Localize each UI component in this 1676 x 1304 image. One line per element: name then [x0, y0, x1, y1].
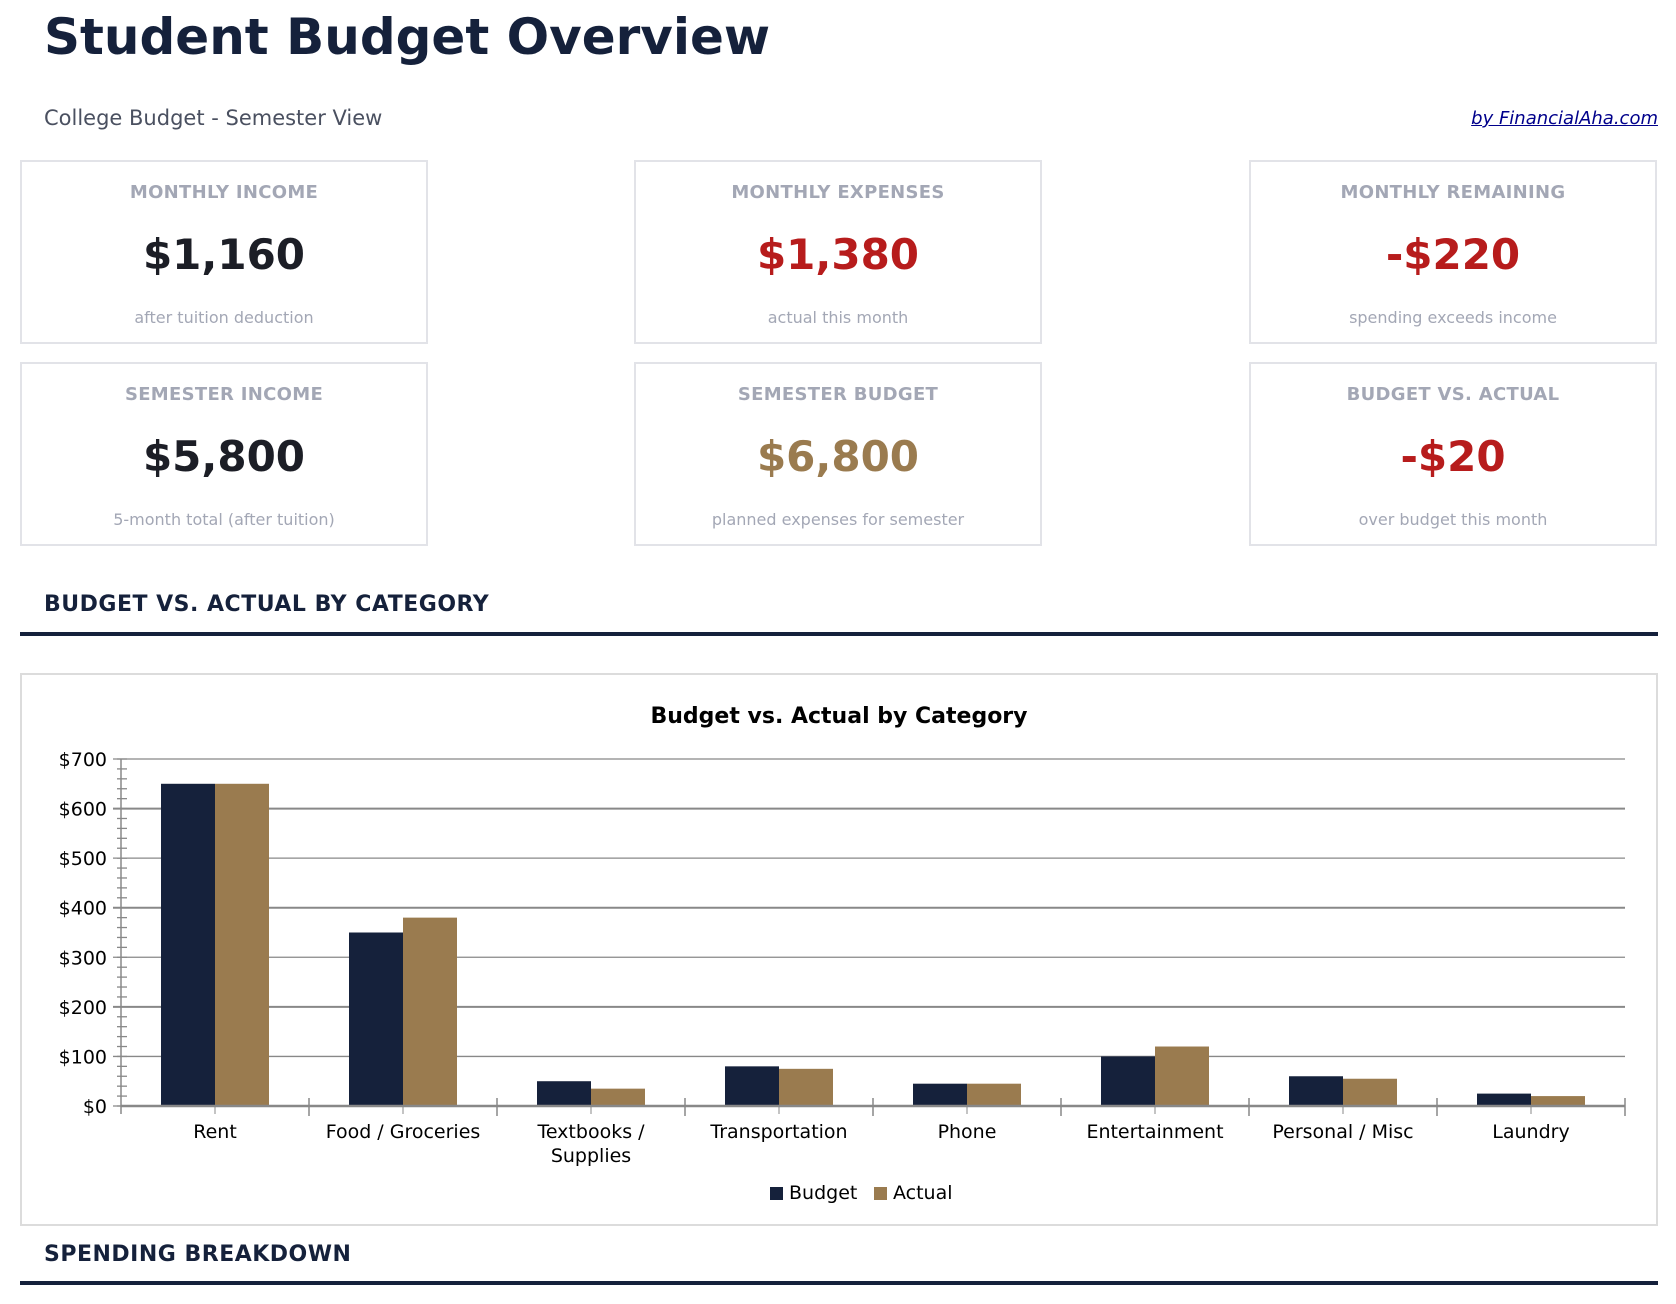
section-heading-budget-vs-actual: BUDGET VS. ACTUAL BY CATEGORY — [44, 592, 490, 617]
section-divider — [20, 632, 1658, 636]
card-label: BUDGET VS. ACTUAL — [1346, 384, 1560, 405]
legend-label-budget: Budget — [789, 1182, 857, 1204]
y-tick-label: $400 — [59, 898, 107, 920]
x-tick-label: Entertainment — [1086, 1121, 1223, 1143]
card-note: 5-month total (after tuition) — [113, 510, 335, 529]
x-tick-label: Supplies — [551, 1145, 631, 1167]
card-value: -$20 — [1400, 432, 1506, 481]
card-monthly-expenses: MONTHLY EXPENSES $1,380 actual this mont… — [634, 160, 1042, 344]
bar-budget — [1289, 1076, 1343, 1106]
y-tick-label: $600 — [59, 799, 107, 821]
bar-budget — [1477, 1093, 1531, 1106]
bar-budget — [537, 1081, 591, 1106]
bar-actual — [1343, 1078, 1397, 1106]
card-note: after tuition deduction — [134, 308, 314, 327]
card-monthly-income: MONTHLY INCOME $1,160 after tuition dedu… — [20, 160, 428, 344]
y-tick-label: $300 — [59, 947, 107, 969]
page-subtitle: College Budget - Semester View — [44, 106, 383, 130]
card-value: $5,800 — [142, 432, 306, 481]
bar-budget — [913, 1083, 967, 1106]
card-label: MONTHLY EXPENSES — [731, 182, 945, 203]
x-tick-label: Phone — [938, 1121, 997, 1143]
bar-actual — [779, 1068, 833, 1106]
card-label: MONTHLY REMAINING — [1340, 182, 1566, 203]
y-tick-label: $100 — [59, 1046, 107, 1068]
bar-budget — [1101, 1056, 1155, 1106]
card-label: SEMESTER BUDGET — [737, 384, 939, 405]
card-semester-income: SEMESTER INCOME $5,800 5-month total (af… — [20, 362, 428, 546]
card-semester-budget: SEMESTER BUDGET $6,800 planned expenses … — [634, 362, 1042, 546]
bar-actual — [403, 917, 457, 1106]
bar-actual — [1531, 1096, 1585, 1106]
y-tick-label: $700 — [59, 749, 107, 771]
card-note: spending exceeds income — [1349, 308, 1557, 327]
card-label: MONTHLY INCOME — [129, 182, 319, 203]
bar-actual — [1155, 1046, 1209, 1106]
x-tick-label: Laundry — [1492, 1121, 1569, 1143]
y-tick-label: $200 — [59, 997, 107, 1019]
bar-budget — [725, 1066, 779, 1106]
card-note: actual this month — [767, 308, 909, 327]
card-label: SEMESTER INCOME — [124, 384, 324, 405]
bar-budget — [161, 783, 215, 1106]
card-value: $6,800 — [756, 432, 920, 481]
card-monthly-remaining: MONTHLY REMAINING -$220 spending exceeds… — [1249, 160, 1657, 344]
card-value: -$220 — [1385, 230, 1521, 279]
x-tick-label: Personal / Misc — [1272, 1121, 1413, 1143]
bar-actual — [967, 1083, 1021, 1106]
bar-budget — [349, 932, 403, 1106]
card-budget-vs-actual: BUDGET VS. ACTUAL -$20 over budget this … — [1249, 362, 1657, 546]
chart-title: Budget vs. Actual by Category — [651, 704, 1028, 729]
bar-actual — [591, 1088, 645, 1106]
card-value: $1,380 — [756, 230, 920, 279]
y-tick-label: $0 — [83, 1096, 107, 1118]
legend-label-actual: Actual — [893, 1182, 953, 1204]
legend-swatch-budget — [770, 1187, 783, 1200]
card-note: planned expenses for semester — [711, 510, 965, 529]
x-tick-label: Rent — [193, 1121, 237, 1143]
legend-swatch-actual — [874, 1187, 887, 1200]
budget-vs-actual-chart: Budget vs. Actual by Category $0 $100 $200 $… — [59, 704, 1626, 1204]
x-tick-label: Food / Groceries — [326, 1121, 481, 1143]
page-title: Student Budget Overview — [44, 8, 771, 66]
card-note: over budget this month — [1358, 510, 1548, 529]
card-value: $1,160 — [142, 230, 306, 279]
chart-container: Budget vs. Actual by Category $0 $100 $200 $… — [20, 673, 1658, 1226]
y-tick-label: $500 — [59, 848, 107, 870]
x-tick-label: Textbooks / — [536, 1121, 645, 1143]
section-heading-spending-breakdown: SPENDING BREAKDOWN — [44, 1242, 352, 1267]
section-divider — [20, 1281, 1658, 1285]
bar-actual — [215, 783, 269, 1106]
x-tick-label: Transportation — [709, 1121, 847, 1143]
credit-link[interactable]: by FinancialAha.com — [1471, 108, 1658, 129]
